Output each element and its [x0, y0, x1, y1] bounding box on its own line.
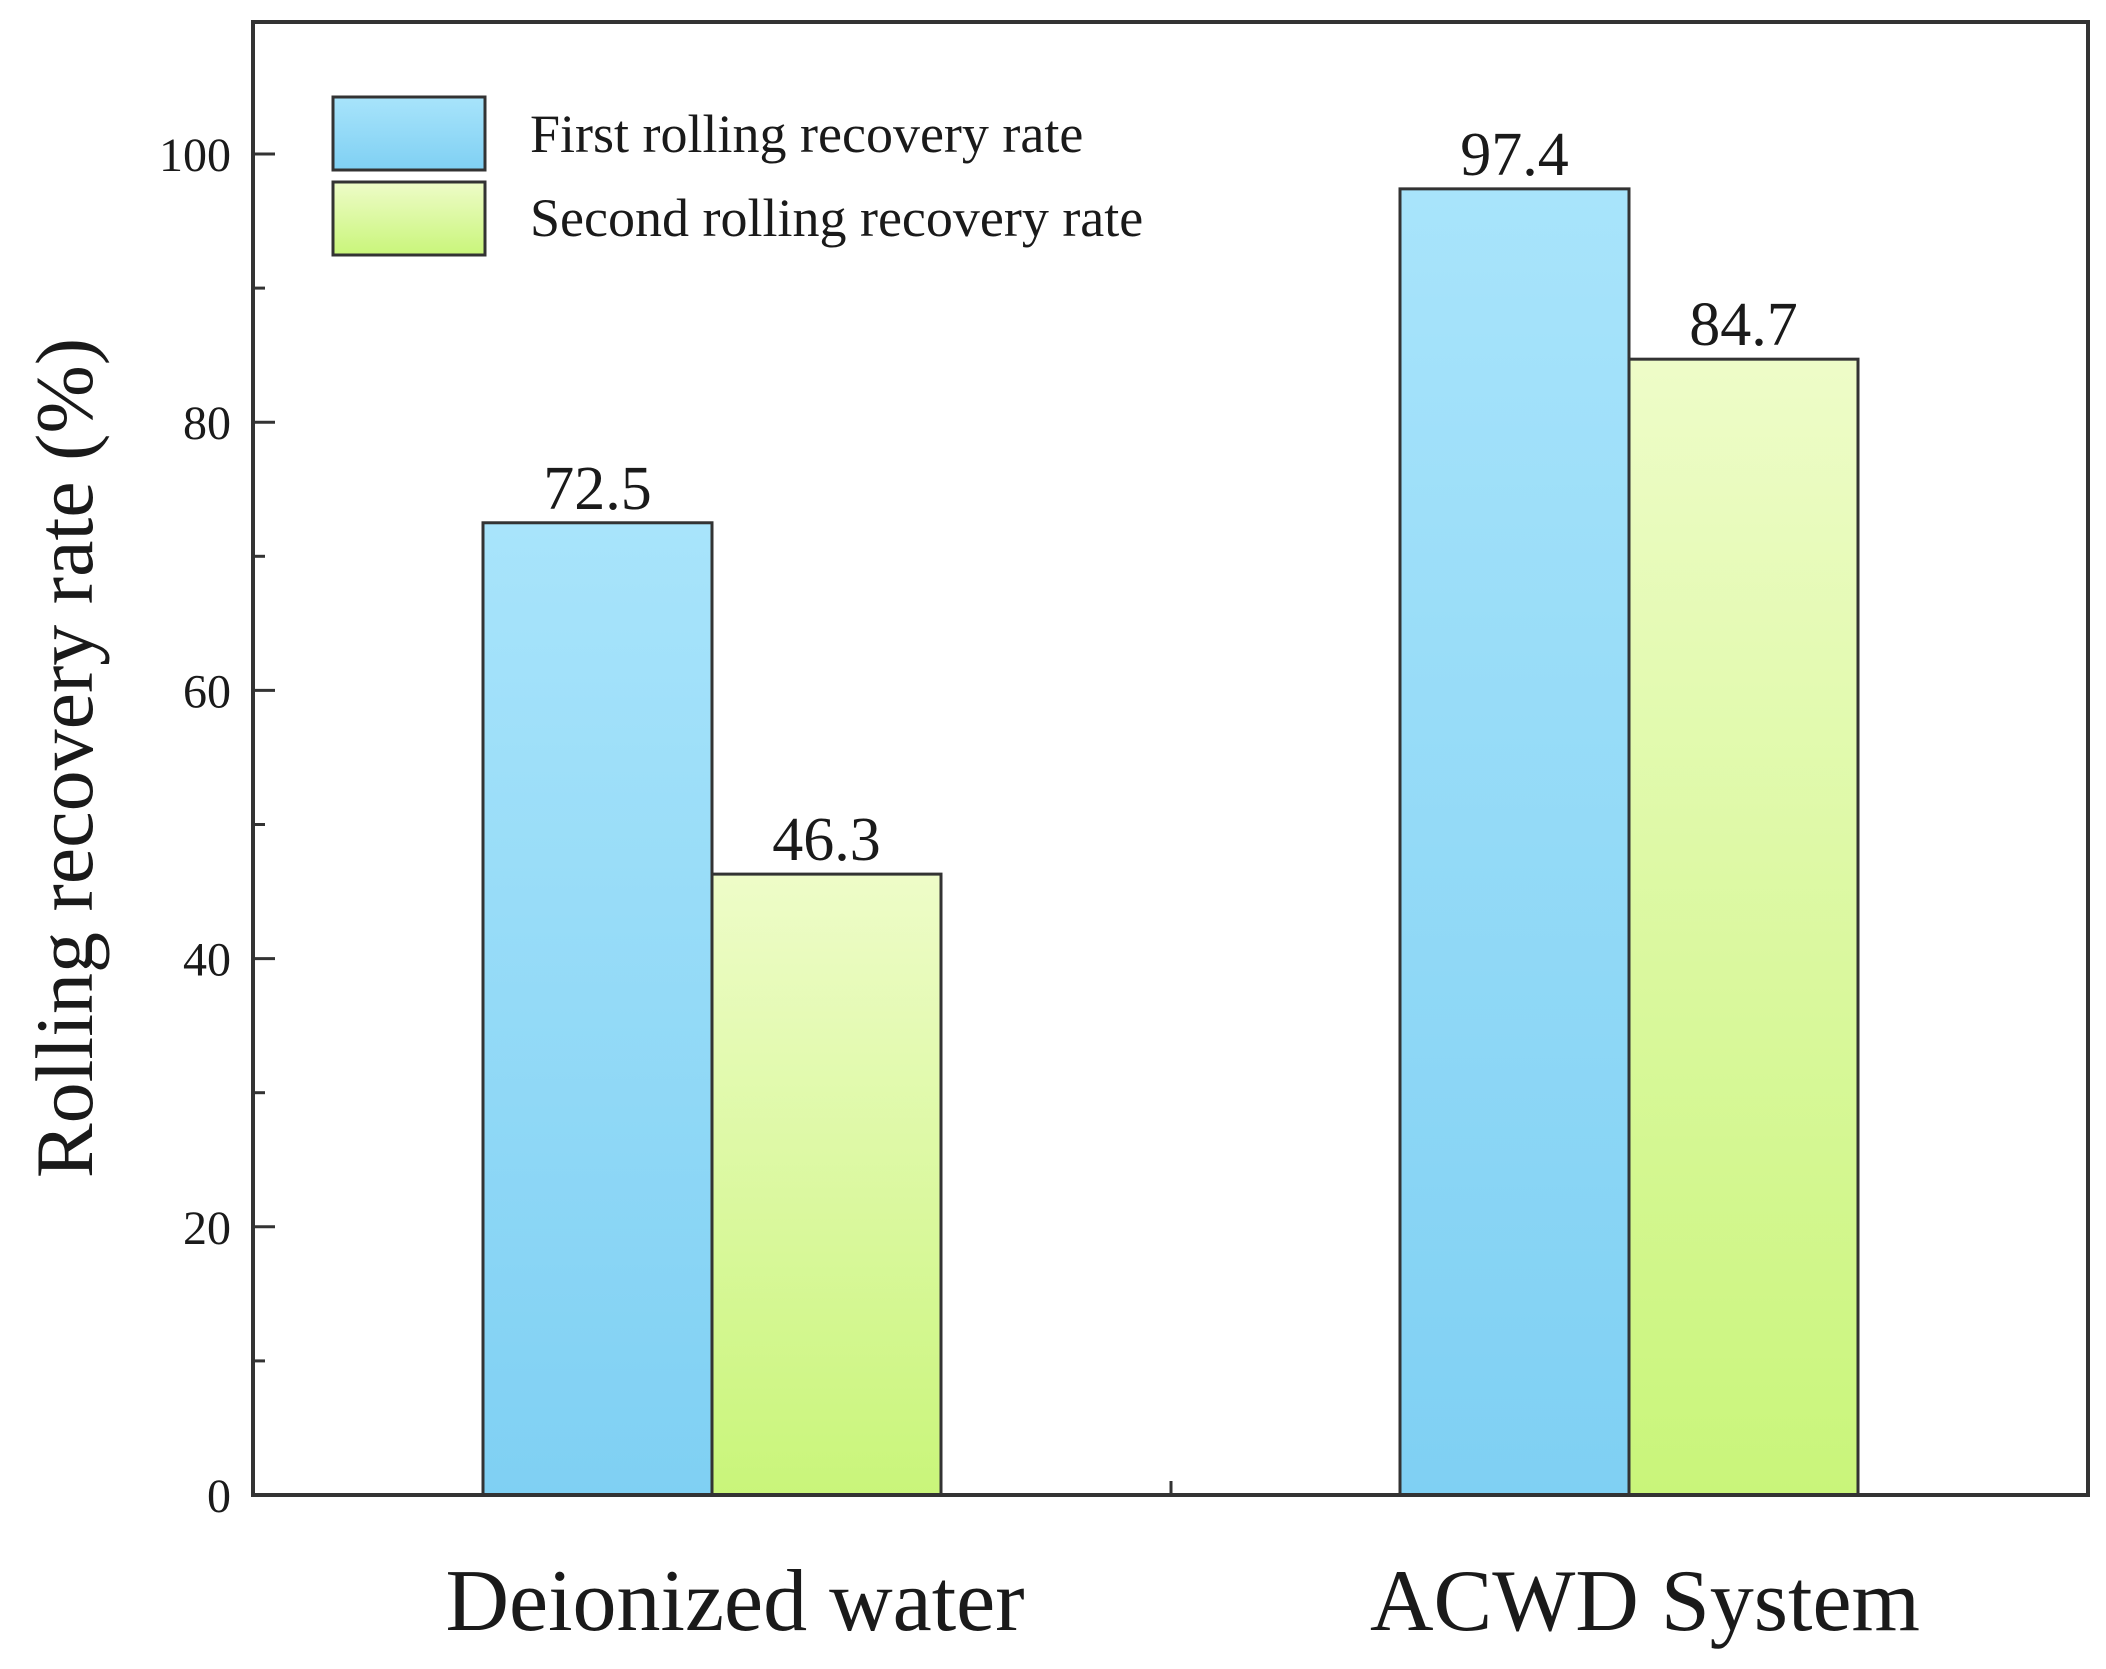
bar-second-deionized-water — [710, 872, 943, 1497]
y-tick-label: 20 — [183, 1202, 231, 1255]
value-labels-layer: 72.5 46.3 97.4 84.7 — [543, 121, 1798, 874]
y-axis-label: Rolling recovery rate (%) — [19, 338, 110, 1178]
legend-swatch-first — [331, 95, 487, 172]
x-tick-label-deionized-water: Deionized water — [445, 1553, 1024, 1650]
legend: First rolling recovery rate Second rolli… — [331, 95, 1143, 257]
y-tick-label: 60 — [183, 665, 231, 718]
y-tick-label: 40 — [183, 934, 231, 987]
x-tick-label-acwd-system: ACWD System — [1370, 1553, 1920, 1650]
bar-second-acwd-system — [1627, 357, 1860, 1497]
bar-first-acwd-system — [1398, 187, 1631, 1497]
y-tick-label: 100 — [159, 129, 231, 182]
y-axis: 0 20 40 60 80 100 — [159, 129, 275, 1523]
value-label-second-deionized-water: 46.3 — [772, 806, 881, 874]
y-tick-label: 80 — [183, 397, 231, 450]
legend-swatch-second — [331, 180, 487, 257]
value-label-first-deionized-water: 72.5 — [543, 455, 652, 523]
value-label-second-acwd-system: 84.7 — [1689, 291, 1798, 359]
value-label-first-acwd-system: 97.4 — [1460, 121, 1569, 189]
bars-layer — [481, 187, 1860, 1497]
legend-label-first: First rolling recovery rate — [530, 104, 1083, 164]
legend-label-second: Second rolling recovery rate — [530, 188, 1143, 248]
x-axis: Deionized water ACWD System — [445, 1481, 1920, 1650]
bar-first-deionized-water — [481, 521, 714, 1497]
y-tick-label: 0 — [207, 1470, 231, 1523]
